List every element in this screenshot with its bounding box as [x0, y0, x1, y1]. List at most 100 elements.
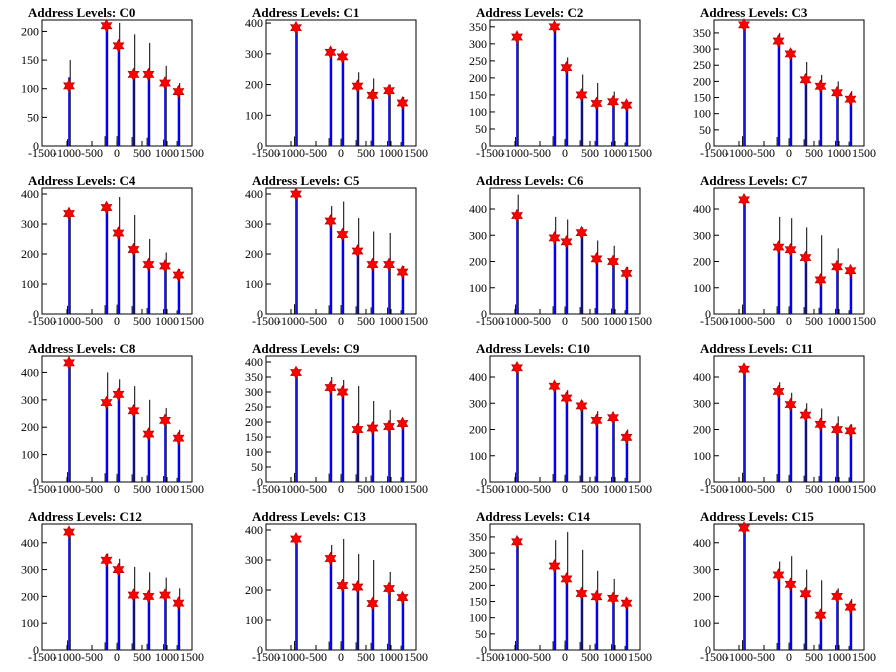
x-tick-label: -1000 [277, 482, 305, 496]
peak-marker [172, 596, 185, 610]
y-tick-label: 300 [245, 385, 263, 399]
peak-marker [290, 365, 302, 380]
plot-frame [41, 187, 193, 315]
y-tick-label: 150 [21, 53, 39, 67]
y-tick-label: 50 [251, 460, 263, 474]
y-tick-label: 50 [699, 123, 711, 137]
peak-marker [100, 200, 113, 215]
chart-svg: 0 50 100 150 200 -1500-1000 -500 0 500 1000 1500 [21, 18, 204, 160]
chart-panel: 0 50 100 150 200 250 300 350 -1500 -1000 -500 0 500 1… [672, 0, 896, 168]
peak-marker [575, 399, 588, 413]
y-tick-label: 200 [245, 583, 263, 597]
x-tick-label: 1500 [404, 482, 428, 496]
peak-marker [172, 84, 185, 99]
y-tick-label: 100 [469, 281, 487, 295]
x-tick-label: -1000 [725, 314, 753, 328]
y-tick-label: 200 [21, 247, 39, 261]
chart-title: Address Levels: C5 [252, 173, 360, 188]
y-tick-label: 100 [693, 616, 711, 630]
peak-marker [324, 551, 337, 566]
x-tick-label: 1000 [379, 314, 403, 328]
peak-marker [112, 226, 125, 240]
peak-marker [738, 18, 750, 32]
x-tick-label: 1000 [603, 146, 627, 160]
chart-title: Address Levels: C8 [28, 341, 136, 356]
peak-marker [336, 385, 349, 399]
x-tick-label: -500 [81, 314, 103, 328]
x-tick-label: -1000 [501, 146, 529, 160]
y-tick-label: 100 [469, 105, 487, 119]
y-tick-label: 300 [693, 563, 711, 577]
chart-svg: 0 50 100 150 200 250 300 350 -1500-1000 -500 0 500 1… [469, 523, 652, 664]
peak-marker [396, 416, 409, 431]
x-tick-label: 1000 [155, 146, 179, 160]
y-tick-label: 100 [245, 445, 263, 459]
x-tick-label: 500 [805, 482, 823, 496]
x-tick-label: -500 [753, 650, 775, 664]
y-tick-label: 300 [469, 546, 487, 560]
x-tick-label: -1000 [53, 314, 81, 328]
peak-marker [772, 240, 785, 254]
x-tick-label: -1500 [252, 314, 280, 328]
chart-title: Address Levels: C14 [476, 509, 590, 524]
x-tick-label: 0 [562, 482, 568, 496]
x-tick-label: 1500 [852, 482, 876, 496]
peak-marker [383, 257, 395, 272]
y-tick-label: 400 [21, 536, 39, 550]
x-tick-label: -1500 [28, 482, 56, 496]
peak-marker [784, 47, 797, 61]
peak-marker [383, 581, 395, 596]
peak-marker [620, 596, 633, 610]
x-tick-label: 1500 [628, 146, 652, 160]
peak-marker [590, 589, 603, 604]
y-tick-label: 0 [257, 475, 263, 489]
chart-panel: 0 100 200 300 400 -1500 -1000 -500 0 500 1000 1500 A… [0, 168, 224, 336]
peak-marker [590, 96, 603, 111]
peak-marker [738, 192, 750, 207]
chart-svg: 0 100 200 300 400 -1500-1000 -500 0 500 1000 1500 [693, 355, 876, 496]
peak-marker [548, 379, 561, 394]
x-tick-label: 500 [357, 314, 375, 328]
peak-marker [383, 419, 395, 434]
peak-marker [560, 60, 573, 75]
x-tick-label: 500 [581, 314, 599, 328]
y-tick-label: 0 [481, 475, 487, 489]
chart-panel: 0 50 100 150 200 -1500 -1000 -500 0 500 1000 1500 Ad… [0, 0, 224, 168]
x-tick-label: 500 [133, 650, 151, 664]
x-tick-label: -1000 [501, 482, 529, 496]
peak-marker [560, 391, 573, 405]
y-tick-label: 200 [245, 78, 263, 92]
y-tick-label: 400 [693, 536, 711, 550]
chart-svg: 0 100 200 300 400 -1500-1000 -500 0 500 1000 1500 [245, 16, 428, 160]
y-tick-label: 400 [245, 355, 263, 369]
chart-panel: 0 100 200 300 400 -1500 -1000 -500 0 500 1000 1500 A… [224, 168, 448, 336]
x-tick-label: -1000 [501, 314, 529, 328]
x-tick-label: -1500 [28, 146, 56, 160]
y-tick-label: 200 [21, 589, 39, 603]
peak-marker [575, 88, 588, 102]
chart-panel: 0 100 200 300 400 -1500 -1000 -500 0 500 1000 1500 A… [224, 0, 448, 168]
peak-marker [383, 83, 395, 98]
peak-marker [620, 266, 633, 281]
x-tick-label: -500 [753, 314, 775, 328]
x-tick-label: 0 [114, 314, 120, 328]
peak-marker [112, 387, 125, 402]
y-tick-label: 400 [245, 523, 263, 537]
x-tick-label: -1500 [700, 482, 728, 496]
chart-svg: 0 100 200 300 400 -1500-1000 -500 0 500 1000 1500 [245, 523, 428, 664]
x-tick-label: 500 [805, 650, 823, 664]
plot-frame [41, 523, 193, 651]
peak-marker [814, 273, 827, 287]
peak-marker [620, 98, 633, 112]
peak-marker [127, 403, 140, 418]
chart-title: Address Levels: C7 [700, 173, 808, 188]
peak-marker [814, 417, 827, 432]
y-tick-label: 300 [245, 553, 263, 567]
x-tick-label: -1500 [28, 650, 56, 664]
x-tick-label: 1500 [852, 146, 876, 160]
x-tick-label: 1000 [827, 314, 851, 328]
x-tick-label: 500 [133, 482, 151, 496]
chart-panel: 0 100 200 300 400 -1500 -1000 -500 0 500 1000 1500 A… [224, 504, 448, 672]
y-tick-label: 100 [245, 277, 263, 291]
peak-marker [366, 596, 379, 611]
